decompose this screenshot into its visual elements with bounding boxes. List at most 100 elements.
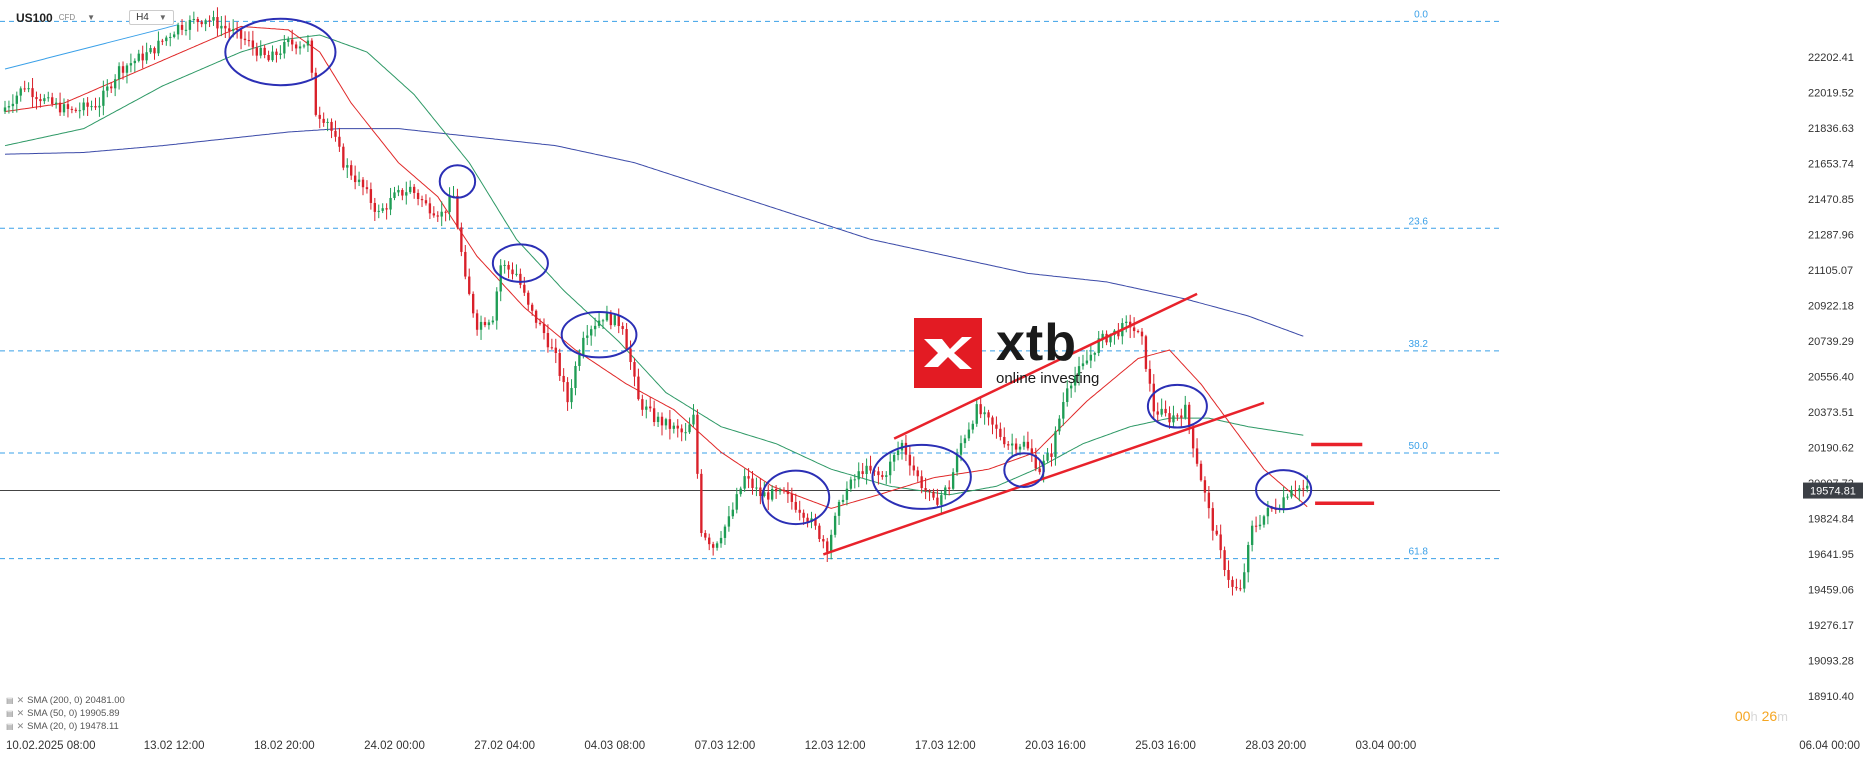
candle-body <box>397 189 400 193</box>
candle-body <box>1286 496 1289 498</box>
candle-body <box>444 211 447 213</box>
candle-body <box>582 337 585 355</box>
candle-body <box>491 320 495 323</box>
candle-body <box>7 106 11 108</box>
candle-body <box>460 227 463 252</box>
candle-body <box>830 534 833 552</box>
candle-body <box>149 48 152 53</box>
candle-body <box>440 211 443 217</box>
candle-body <box>90 106 93 108</box>
candle-body <box>818 525 821 540</box>
candle-body <box>605 313 609 321</box>
time-tick-label: 28.03 20:00 <box>1245 740 1306 752</box>
candle-body <box>483 321 487 326</box>
candle-body <box>633 362 636 377</box>
candle-body <box>649 406 652 409</box>
moving-averages <box>4 24 1308 509</box>
candle-body <box>428 203 432 214</box>
candle-body <box>416 192 420 200</box>
candle-body <box>424 200 428 204</box>
remove-indicator-icon[interactable]: ✕ <box>16 708 25 718</box>
candle-body <box>1058 418 1061 432</box>
candle-body <box>995 424 998 429</box>
candle-body <box>908 454 912 466</box>
timer-minutes: 26 <box>1761 708 1778 724</box>
xtb-logo: xtb online investing <box>914 317 1099 388</box>
candle-body <box>1191 427 1195 449</box>
candle-body <box>688 424 691 433</box>
candle-body <box>641 399 644 410</box>
candle-body <box>892 455 896 462</box>
time-tick-label: 20.03 16:00 <box>1025 740 1086 752</box>
candle-body <box>232 29 235 31</box>
legend-row: ▤ ✕ SMA (200, 0) 20481.00 <box>6 694 125 707</box>
candle-body <box>1144 336 1148 369</box>
candle-body <box>554 347 557 353</box>
candle-body <box>511 269 514 275</box>
candle-body <box>283 42 286 54</box>
remove-indicator-icon[interactable]: ✕ <box>16 695 25 705</box>
candle-body <box>507 264 510 270</box>
candle-body <box>70 108 74 110</box>
fib-level-label: 23.6 <box>1409 216 1429 227</box>
candle-body <box>601 320 605 322</box>
candle-body <box>593 325 597 330</box>
candle-body <box>1097 338 1100 353</box>
timeframe-select[interactable]: H4 ▼ <box>129 10 174 25</box>
candle-body <box>774 489 778 492</box>
fib-level-label: 61.8 <box>1409 547 1429 558</box>
candle-body <box>920 476 923 489</box>
candle-body <box>1140 331 1144 337</box>
candle-body <box>66 104 70 109</box>
indicator-settings-icon[interactable]: ▤ <box>6 709 14 718</box>
symbol-dropdown-icon[interactable]: ▼ <box>87 13 96 22</box>
candle-body <box>350 165 353 176</box>
candle-body <box>680 428 683 433</box>
candle-body <box>527 292 530 305</box>
current-price-label: 19574.81 <box>1810 486 1856 498</box>
candle-body <box>188 19 192 30</box>
candle-body <box>1243 572 1246 589</box>
candle-body <box>1254 525 1258 527</box>
candle-body <box>405 192 408 196</box>
sma-200-line <box>4 128 1304 337</box>
candle-body <box>1069 385 1073 389</box>
candle-body <box>1211 508 1214 531</box>
remove-indicator-icon[interactable]: ✕ <box>16 721 25 731</box>
candle-body <box>656 416 660 423</box>
candle-body <box>125 65 129 73</box>
candle-body <box>991 417 994 425</box>
indicator-settings-icon[interactable]: ▤ <box>6 722 14 731</box>
candle-body <box>436 215 439 217</box>
candle-body <box>1093 352 1096 355</box>
candle-body <box>877 471 880 476</box>
candle-body <box>208 20 211 22</box>
candle-body <box>1066 388 1069 403</box>
candle-body <box>1247 544 1250 573</box>
timer-hours: 00 <box>1734 708 1751 724</box>
candle-body <box>1136 331 1140 333</box>
candle-body <box>806 517 809 523</box>
indicator-settings-icon[interactable]: ▤ <box>6 696 14 705</box>
candle-body <box>932 491 935 498</box>
candle-body <box>1164 408 1167 414</box>
time-tick-label: 13.02 12:00 <box>144 740 205 752</box>
candle-body <box>731 509 735 517</box>
symbol-name[interactable]: US100 <box>16 10 53 25</box>
candle-body <box>570 388 573 403</box>
candle-body <box>727 516 731 527</box>
candle-body <box>15 95 18 104</box>
candle-body <box>676 425 679 429</box>
candle-body <box>133 60 137 64</box>
candle-body <box>19 88 22 96</box>
candle-body <box>1062 402 1065 419</box>
candle-body <box>302 45 306 47</box>
candle-body <box>1081 363 1085 367</box>
candle-body <box>365 187 369 190</box>
candle-body <box>975 404 978 424</box>
candle-body <box>381 208 384 211</box>
time-tick-label: 25.03 16:00 <box>1135 740 1196 752</box>
candle-body <box>239 29 243 39</box>
